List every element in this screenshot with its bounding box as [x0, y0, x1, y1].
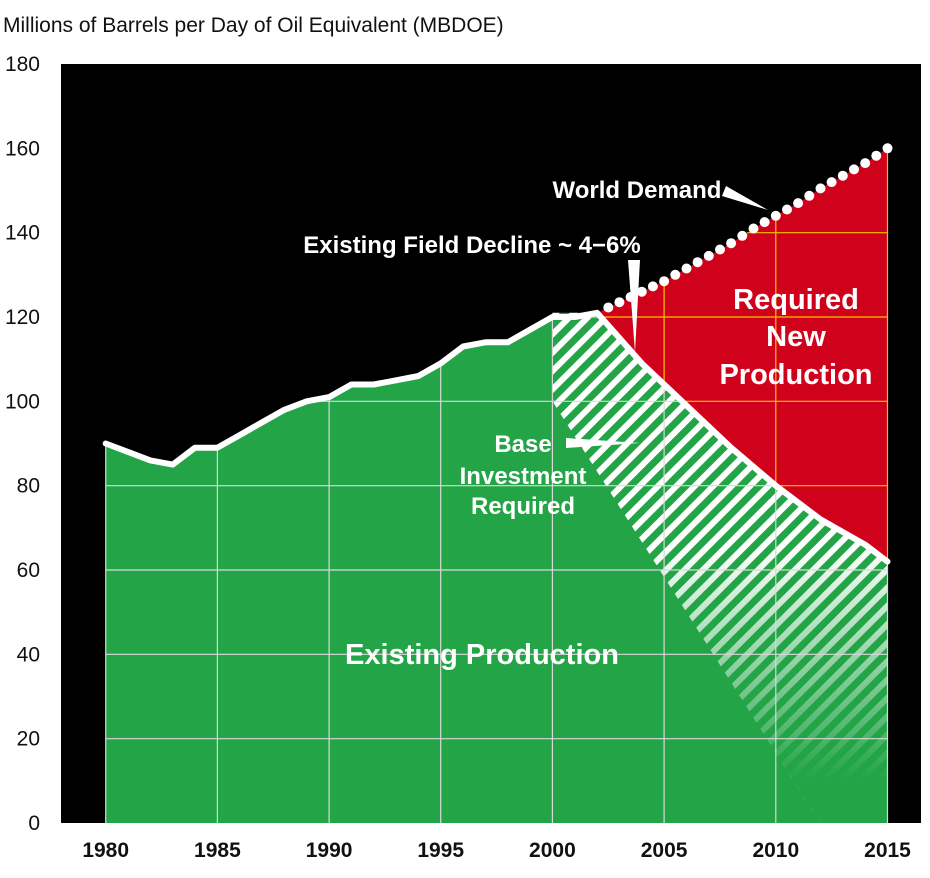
world-demand-dot	[681, 263, 692, 274]
y-tick-labels: 0 20 40 60 80 100 120 140 160 180	[5, 53, 40, 835]
required-new-production-line3: Production	[719, 359, 872, 391]
y-tick-label: 160	[5, 137, 40, 160]
y-tick-label: 0	[28, 812, 40, 835]
world-demand-dot	[826, 177, 837, 188]
world-demand-dot	[815, 183, 826, 194]
y-tick-label: 180	[5, 53, 40, 76]
world-demand-dot	[603, 302, 614, 313]
world-demand-dot	[882, 143, 893, 154]
world-demand-dot	[871, 150, 882, 161]
world-demand-label: World Demand	[553, 177, 722, 204]
x-tick-label: 1990	[306, 839, 353, 862]
y-tick-label: 20	[17, 728, 40, 751]
world-demand-dot	[726, 238, 737, 249]
x-tick-label: 2015	[864, 839, 911, 862]
x-tick-label: 2005	[641, 839, 688, 862]
required-new-production-line2: New	[766, 321, 826, 353]
world-demand-dot	[770, 210, 781, 221]
base-investment-fade	[552, 312, 888, 823]
field-decline-label: Existing Field Decline ~ 4−6%	[303, 232, 640, 259]
world-demand-dot	[737, 230, 748, 241]
world-demand-dot	[659, 276, 670, 287]
y-tick-label: 60	[17, 559, 40, 582]
series-lines	[102, 143, 893, 565]
grid-lines	[105, 148, 889, 823]
world-demand-dot	[860, 158, 871, 169]
world-demand-dot	[715, 244, 725, 255]
world-demand-dot	[748, 223, 759, 234]
x-tick-labels: 1980 1985 1990 1995 2000 2005 2010 2015	[82, 839, 911, 862]
existing-production-label: Existing Production	[345, 639, 619, 671]
world-demand-dot	[703, 250, 714, 261]
x-tick-label: 2010	[752, 839, 799, 862]
y-tick-label: 120	[5, 306, 40, 329]
world-demand-dot	[782, 204, 792, 215]
base-investment-line1: Base	[494, 431, 551, 458]
world-demand-dot	[793, 198, 804, 209]
world-demand-dot	[759, 217, 770, 228]
world-demand-dot	[837, 170, 848, 181]
required-new-production-line1: Required	[733, 284, 859, 316]
base-investment-pointer	[566, 438, 640, 448]
production-line	[102, 309, 891, 565]
world-demand-dot	[614, 297, 625, 308]
world-demand-dot	[804, 190, 815, 201]
y-axis-label: Millions of Barrels per Day of Oil Equiv…	[3, 14, 504, 37]
y-tick-label: 100	[5, 390, 40, 413]
world-demand-dot	[692, 257, 703, 268]
world-demand-dot	[670, 269, 681, 280]
y-tick-label: 40	[17, 643, 40, 666]
base-investment-line3: Required	[471, 493, 575, 520]
areas	[105, 148, 888, 823]
x-tick-label: 1985	[194, 839, 241, 862]
world-demand-pointer	[722, 186, 768, 210]
x-tick-label: 1995	[417, 839, 464, 862]
field-decline-pointer	[628, 260, 640, 352]
y-tick-label: 80	[17, 475, 40, 498]
x-tick-label: 1980	[82, 839, 129, 862]
base-investment-line2: Investment	[460, 463, 587, 490]
world-demand-dot	[849, 164, 859, 175]
y-tick-label: 140	[5, 222, 40, 245]
world-demand-dot	[636, 286, 647, 297]
world-demand-dot	[647, 281, 658, 292]
required-new-production-area	[597, 148, 888, 562]
x-tick-label: 2000	[529, 839, 576, 862]
